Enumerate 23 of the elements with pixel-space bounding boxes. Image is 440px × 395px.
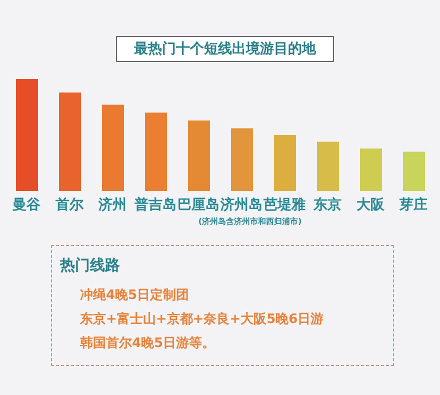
x-tick-label: 东京 <box>312 196 342 213</box>
bar <box>274 135 296 191</box>
bar <box>360 148 382 191</box>
x-tick-label: 济州岛 <box>220 196 262 213</box>
bar <box>102 104 124 191</box>
bar <box>231 128 253 191</box>
bar <box>145 112 167 191</box>
bar <box>59 92 81 191</box>
bar <box>317 142 339 191</box>
dashed-frame: 热门线路 冲绳4晚5日定制团 东京+富士山+京都+奈良+大阪5晚6日游 韩国首尔4晚5日游等。 <box>51 245 394 366</box>
x-tick-label: 大阪 <box>356 196 386 213</box>
x-tick-label: 芭堤雅 <box>262 196 306 213</box>
bar <box>188 120 210 191</box>
x-tick-label: 芽庄 <box>398 196 428 213</box>
x-tick-label: 首尔 <box>54 196 84 213</box>
x-tick-label: 普吉岛 <box>134 196 176 213</box>
chart-title: 最热门十个短线出境游目的地 <box>116 36 334 62</box>
text: (济州岛含济州市和西归浦市) <box>197 216 303 227</box>
bar <box>403 152 425 191</box>
bar <box>16 79 38 191</box>
x-tick-label: 曼谷 <box>12 196 42 213</box>
x-tick-label: 巴厘岛 <box>178 196 220 213</box>
x-tick-label: 济州 <box>98 196 126 213</box>
